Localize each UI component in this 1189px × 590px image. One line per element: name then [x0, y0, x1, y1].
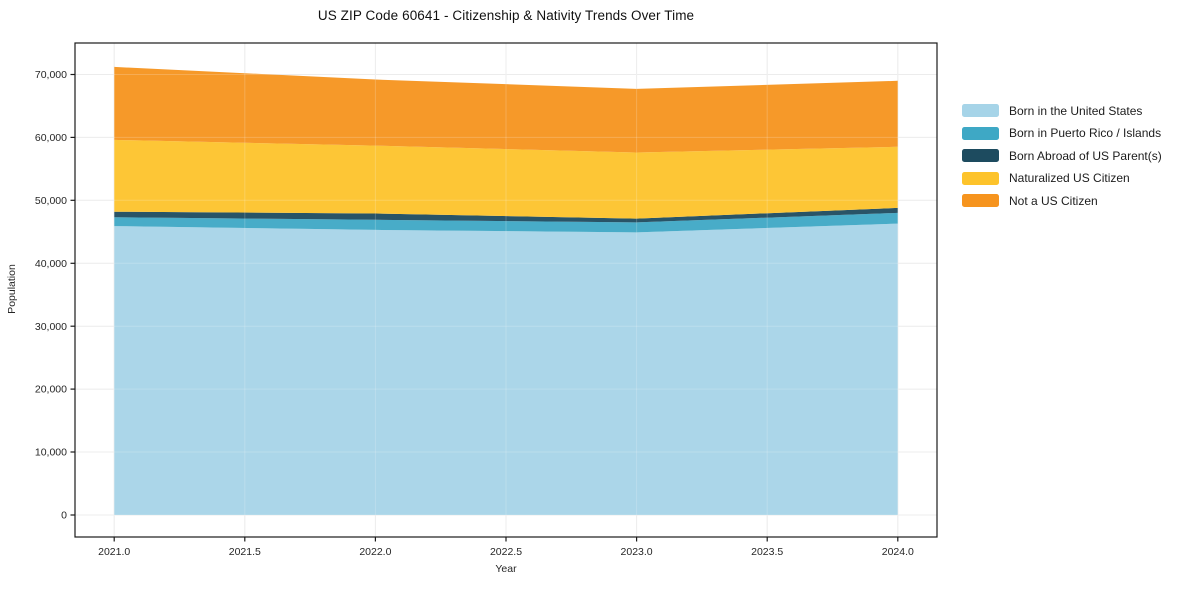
y-tick-label: 10,000: [35, 447, 67, 459]
x-axis-label: Year: [495, 563, 517, 575]
legend-label: Born in Puerto Rico / Islands: [1009, 126, 1162, 140]
legend-swatch-icon: [962, 171, 999, 185]
y-tick-label: 70,000: [35, 69, 67, 81]
legend: Born in the United States Born in Puerto …: [962, 104, 1162, 217]
y-axis-label: Population: [6, 264, 18, 314]
x-tick-label: 2022.0: [359, 546, 391, 558]
y-tick-label: 0: [61, 510, 67, 522]
y-tick-label: 20,000: [35, 384, 67, 396]
y-tick-label: 50,000: [35, 195, 67, 207]
legend-item: Born in the United States: [962, 103, 1162, 118]
area-series-1: [114, 212, 898, 233]
x-tick-label: 2022.5: [490, 546, 522, 558]
legend-swatch-icon: [962, 104, 999, 117]
y-tick-label: 30,000: [35, 321, 67, 333]
area-series-4: [114, 66, 898, 153]
legend-swatch-icon: [962, 194, 999, 207]
x-tick-label: 2024.0: [882, 546, 914, 558]
legend-item: Born in Puerto Rico / Islands: [962, 126, 1162, 140]
y-tick-label: 60,000: [35, 132, 67, 144]
x-tick-label: 2021.5: [229, 546, 261, 558]
area-series-0: [114, 223, 898, 515]
legend-label: Born Abroad of US Parent(s): [1009, 148, 1162, 163]
y-tick-label: 40,000: [35, 258, 67, 270]
legend-swatch-icon: [962, 126, 999, 140]
legend-label: Born in the United States: [1009, 103, 1143, 118]
x-tick-label: 2023.5: [751, 546, 783, 558]
legend-item: Born Abroad of US Parent(s): [962, 148, 1162, 163]
x-tick-label: 2023.0: [621, 546, 653, 558]
area-series-2: [114, 207, 898, 223]
legend-swatch-icon: [962, 149, 999, 162]
x-tick-label: 2021.0: [98, 546, 130, 558]
legend-label: Not a US Citizen: [1009, 193, 1098, 208]
legend-item: Naturalized US Citizen: [962, 171, 1162, 185]
legend-item: Not a US Citizen: [962, 193, 1162, 208]
legend-label: Naturalized US Citizen: [1009, 171, 1130, 185]
area-series-3: [114, 139, 898, 219]
chart-title: US ZIP Code 60641 - Citizenship & Nativi…: [317, 8, 695, 23]
